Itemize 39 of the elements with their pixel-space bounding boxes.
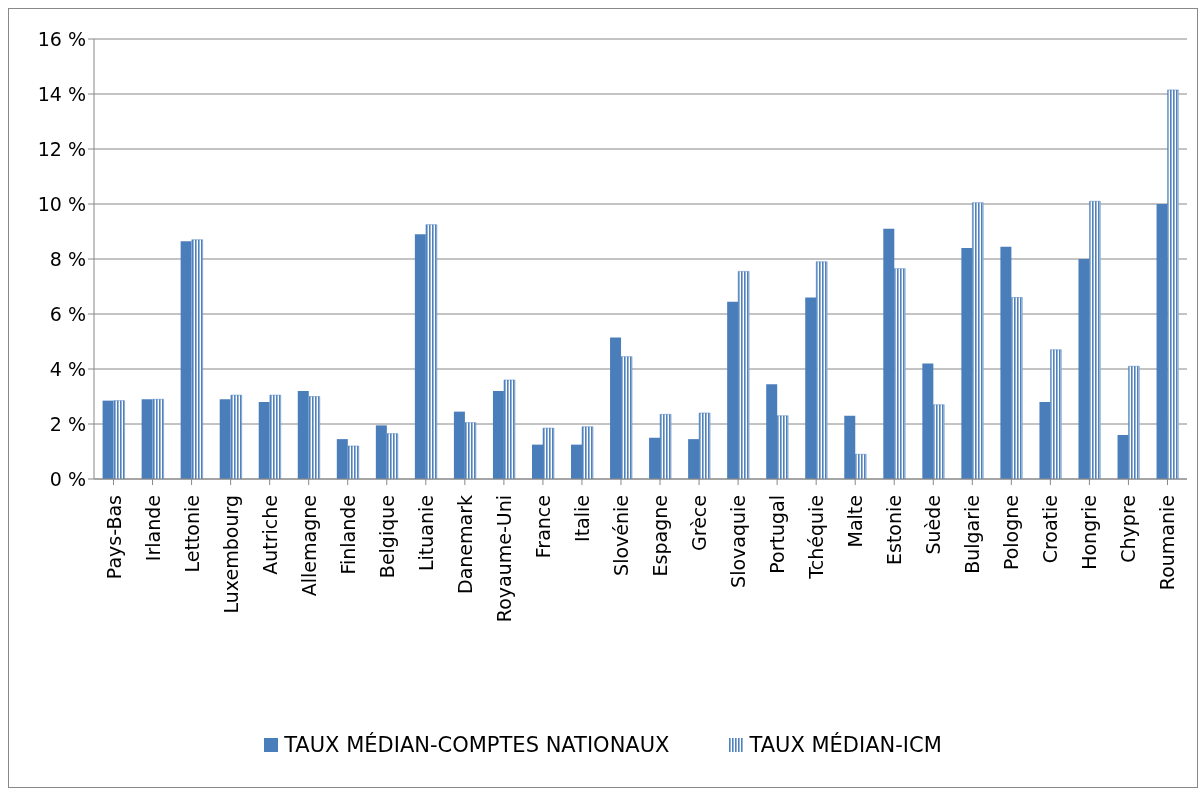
x-tick-label: Espagne [649, 495, 672, 577]
x-tick-label: Estonie [883, 495, 906, 565]
y-tick-label: 10 % [37, 192, 86, 215]
x-tick-label: Italie [570, 495, 593, 542]
x-tick-label: Slovénie [609, 495, 632, 576]
x-tick-label: Suède [922, 495, 945, 555]
legend-label: TAUX MÉDIAN-ICM [749, 733, 942, 757]
y-tick-label: 12 % [37, 137, 86, 160]
x-tick-label: Belgique [375, 495, 398, 579]
x-tick-label: Portugal [766, 495, 789, 574]
y-tick-label: 14 % [37, 82, 86, 105]
x-tick-label: Royaume-Uni [492, 495, 515, 623]
x-tick-label: Bulgarie [961, 495, 984, 574]
x-tick-label: Malte [844, 495, 867, 548]
x-tick-label: France [531, 495, 554, 559]
x-tick-label: Autriche [258, 495, 281, 575]
x-tick-label: Hongrie [1078, 495, 1101, 570]
x-tick-label: Luxembourg [219, 495, 242, 614]
x-tick-label: Pologne [1000, 495, 1023, 571]
x-tick-label: Finlande [336, 495, 359, 575]
y-tick-label: 2 % [49, 412, 86, 435]
y-tick-label: 6 % [49, 302, 86, 325]
x-tick-label: Irlande [141, 495, 164, 562]
x-tick-label: Croatie [1039, 495, 1062, 564]
y-tick-label: 8 % [49, 247, 86, 270]
x-tick-label: Lituanie [414, 495, 437, 572]
x-tick-label: Grèce [688, 495, 711, 551]
x-tick-label: Allemagne [297, 495, 320, 597]
x-tick-label: Slovaquie [727, 495, 750, 588]
x-tick-label: Chypre [1117, 495, 1140, 563]
y-tick-label: 4 % [49, 357, 86, 380]
x-tick-label: Roumanie [1156, 495, 1179, 591]
y-tick-label: 0 % [49, 467, 86, 490]
x-tick-label: Tchéquie [805, 495, 828, 580]
x-tick-label: Pays-Bas [102, 495, 125, 580]
x-tick-label: Danemark [453, 495, 476, 594]
legend-label: TAUX MÉDIAN-COMPTES NATIONAUX [284, 733, 670, 757]
x-tick-label: Lettonie [180, 495, 203, 573]
y-tick-label: 16 % [37, 27, 86, 50]
